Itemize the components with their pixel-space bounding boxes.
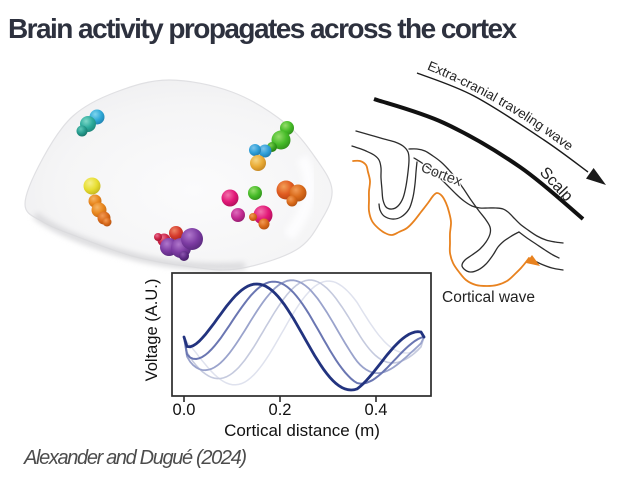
svg-text:0.4: 0.4	[365, 401, 388, 419]
svg-text:Cortical wave: Cortical wave	[442, 289, 535, 306]
svg-text:Cortex: Cortex	[419, 160, 465, 191]
svg-text:Cortical distance (m): Cortical distance (m)	[224, 421, 380, 440]
svg-text:0.2: 0.2	[269, 401, 292, 419]
svg-text:Extra-cranial traveling wave: Extra-cranial traveling wave	[425, 58, 576, 153]
svg-text:0.0: 0.0	[173, 401, 196, 419]
svg-text:Voltage (A.U.): Voltage (A.U.)	[143, 279, 161, 382]
